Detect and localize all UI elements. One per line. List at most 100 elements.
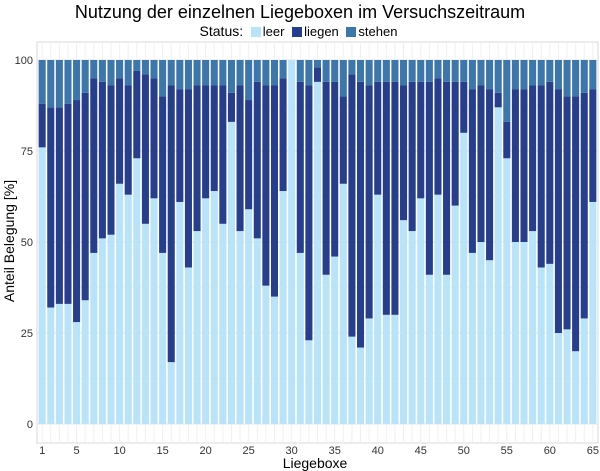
x-tick-label: 55 xyxy=(501,445,513,457)
bar-liegen-38 xyxy=(356,81,365,348)
bar-stehen-57 xyxy=(520,60,528,90)
bar-leer-44 xyxy=(408,231,416,424)
bar-stehen-4 xyxy=(64,60,72,104)
x-tick-label: 15 xyxy=(156,445,168,457)
bar-leer-48 xyxy=(443,274,451,424)
bar-liegen-8 xyxy=(98,81,106,239)
legend-label-stehen: stehen xyxy=(358,24,398,39)
bar-liegen-42 xyxy=(391,81,399,315)
bar-stehen-7 xyxy=(90,60,98,79)
bar-liegen-17 xyxy=(176,89,184,202)
bar-stehen-46 xyxy=(425,60,433,82)
bar-stehen-1 xyxy=(38,60,46,104)
bar-liegen-10 xyxy=(116,78,124,184)
bar-liegen-1 xyxy=(38,103,46,148)
bar-liegen-21 xyxy=(210,85,218,192)
bar-leer-46 xyxy=(425,274,433,424)
legend-item-liegen: liegen xyxy=(291,23,339,41)
bar-leer-42 xyxy=(391,314,399,424)
x-tick-label: 5 xyxy=(74,445,80,457)
bar-stehen-34 xyxy=(322,60,330,82)
bar-liegen-35 xyxy=(331,81,339,257)
bar-leer-59 xyxy=(537,267,545,424)
bar-liegen-29 xyxy=(279,78,287,192)
bar-stehen-45 xyxy=(417,60,425,82)
bar-liegen-44 xyxy=(408,81,416,232)
bar-stehen-60 xyxy=(546,60,554,82)
bar-leer-65 xyxy=(589,201,597,424)
bar-liegen-52 xyxy=(477,85,485,242)
bar-liegen-53 xyxy=(486,89,494,261)
x-tick-label: 1 xyxy=(39,445,45,457)
bar-liegen-39 xyxy=(365,85,373,319)
bar-stehen-51 xyxy=(468,60,476,90)
bar-stehen-8 xyxy=(98,60,106,82)
bar-layer xyxy=(38,60,597,425)
bar-leer-14 xyxy=(150,198,158,424)
legend-swatch-liegen xyxy=(291,26,304,38)
bar-liegen-28 xyxy=(270,85,279,297)
x-tick-label: 45 xyxy=(415,445,427,457)
bar-leer-43 xyxy=(400,220,408,424)
bar-liegen-25 xyxy=(245,100,253,210)
bar-leer-16 xyxy=(167,362,175,424)
x-tick-label: 20 xyxy=(200,445,212,457)
legend-title: Status: xyxy=(199,23,244,39)
bar-stehen-52 xyxy=(477,60,485,86)
bar-liegen-43 xyxy=(400,85,408,221)
bar-liegen-62 xyxy=(563,96,571,330)
bar-stehen-23 xyxy=(227,60,235,93)
bar-liegen-19 xyxy=(193,85,201,232)
legend-label-leer: leer xyxy=(262,24,285,39)
y-tick-label: 25 xyxy=(21,328,33,340)
bar-stehen-26 xyxy=(253,60,261,82)
bar-liegen-12 xyxy=(133,70,141,159)
bar-stehen-49 xyxy=(451,60,459,82)
bar-liegen-34 xyxy=(322,81,330,275)
bar-leer-55 xyxy=(503,158,511,424)
bar-stehen-13 xyxy=(141,60,149,75)
bar-stehen-48 xyxy=(443,60,451,82)
bar-leer-52 xyxy=(477,242,485,424)
bar-leer-25 xyxy=(245,209,253,424)
bar-leer-47 xyxy=(434,194,442,424)
bar-liegen-15 xyxy=(159,96,167,253)
bar-leer-20 xyxy=(202,198,210,424)
bar-liegen-23 xyxy=(227,92,235,122)
bar-stehen-5 xyxy=(73,60,81,101)
bar-liegen-20 xyxy=(202,85,210,199)
bar-leer-8 xyxy=(98,238,106,424)
x-tick-label: 10 xyxy=(113,445,125,457)
bar-leer-13 xyxy=(141,223,149,424)
bar-leer-27 xyxy=(262,285,270,424)
bar-liegen-16 xyxy=(167,85,175,363)
y-tick-label: 100 xyxy=(15,55,33,67)
bar-stehen-42 xyxy=(391,60,399,82)
bar-stehen-31 xyxy=(296,60,304,82)
bar-stehen-41 xyxy=(382,60,390,82)
bar-stehen-64 xyxy=(580,60,588,93)
bar-liegen-40 xyxy=(374,81,382,195)
bar-liegen-7 xyxy=(90,78,98,253)
bar-leer-17 xyxy=(176,201,184,424)
bar-leer-3 xyxy=(55,303,63,424)
bar-leer-30 xyxy=(288,60,296,424)
bar-liegen-58 xyxy=(529,85,537,232)
bar-liegen-5 xyxy=(73,100,81,323)
bar-stehen-24 xyxy=(236,60,244,86)
bar-liegen-18 xyxy=(184,89,192,268)
bar-leer-38 xyxy=(356,347,365,424)
bar-leer-32 xyxy=(305,340,313,424)
x-axis-label: Liegeboxe xyxy=(282,455,348,471)
bar-stehen-36 xyxy=(339,60,347,97)
bar-leer-10 xyxy=(116,183,124,424)
bar-leer-54 xyxy=(494,107,502,424)
bar-stehen-17 xyxy=(176,60,184,90)
bar-leer-50 xyxy=(460,132,468,425)
bar-leer-21 xyxy=(210,191,218,424)
bar-stehen-58 xyxy=(529,60,537,86)
bar-stehen-16 xyxy=(167,60,175,86)
bar-leer-2 xyxy=(47,307,55,424)
bar-stehen-11 xyxy=(124,60,132,86)
